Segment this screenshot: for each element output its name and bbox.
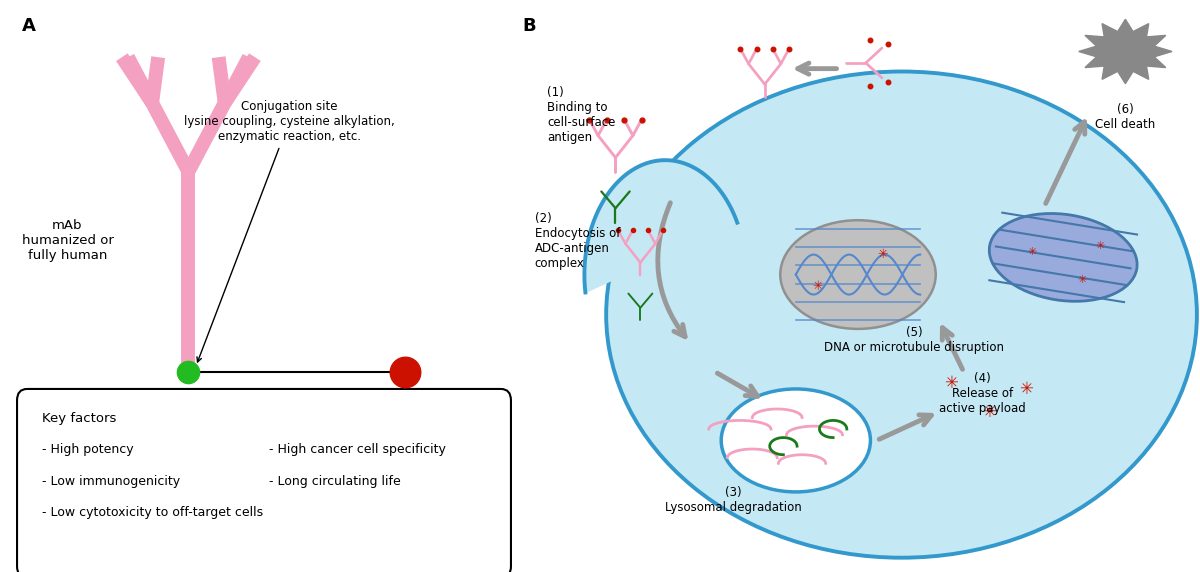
Ellipse shape xyxy=(989,213,1138,301)
Text: ✳: ✳ xyxy=(1019,380,1033,398)
Text: - Long circulating life: - Long circulating life xyxy=(269,475,401,488)
Text: ✳: ✳ xyxy=(1096,241,1105,251)
Text: (5)
DNA or microtubule disruption: (5) DNA or microtubule disruption xyxy=(824,326,1004,354)
Text: - High potency: - High potency xyxy=(42,443,134,456)
Text: ✳: ✳ xyxy=(944,374,959,392)
Text: ✳: ✳ xyxy=(982,403,996,421)
Text: Linker
cleavable or
non-cleavable: Linker cleavable or non-cleavable xyxy=(235,389,323,432)
Text: Key factors: Key factors xyxy=(42,412,116,425)
Text: B: B xyxy=(522,17,536,35)
Text: (6)
Cell death: (6) Cell death xyxy=(1096,103,1156,131)
Text: ✳: ✳ xyxy=(877,248,888,261)
Ellipse shape xyxy=(721,389,870,492)
Text: mAb
humanized or
fully human: mAb humanized or fully human xyxy=(22,219,113,262)
Text: (3)
Lysosomal degradation: (3) Lysosomal degradation xyxy=(665,486,802,514)
Text: - Low cytotoxicity to off-target cells: - Low cytotoxicity to off-target cells xyxy=(42,506,263,519)
Text: ✳: ✳ xyxy=(1078,275,1086,285)
Text: A: A xyxy=(22,17,36,35)
Ellipse shape xyxy=(606,72,1196,558)
Text: ✳: ✳ xyxy=(1027,247,1037,257)
Text: Conjugation site
lysine coupling, cysteine alkylation,
enzymatic reaction, etc.: Conjugation site lysine coupling, cystei… xyxy=(184,100,395,362)
Text: (1)
Binding to
cell-surface
antigen: (1) Binding to cell-surface antigen xyxy=(547,86,616,144)
Polygon shape xyxy=(584,160,737,292)
Text: - Low immunogenicity: - Low immunogenicity xyxy=(42,475,180,488)
Text: (4)
Release of
active payload: (4) Release of active payload xyxy=(938,372,1026,415)
Text: ✳: ✳ xyxy=(812,280,823,292)
Polygon shape xyxy=(1079,19,1172,84)
Text: (2)
Endocytosis of
ADC-antigen
complex: (2) Endocytosis of ADC-antigen complex xyxy=(535,212,620,269)
Text: Payload
antimitotic agent: Payload antimitotic agent xyxy=(352,389,458,417)
Ellipse shape xyxy=(780,220,936,329)
FancyBboxPatch shape xyxy=(17,389,511,572)
Text: - High cancer cell specificity: - High cancer cell specificity xyxy=(269,443,446,456)
